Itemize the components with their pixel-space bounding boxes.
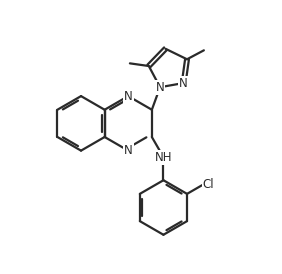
Text: Cl: Cl xyxy=(203,178,214,191)
Text: NH: NH xyxy=(155,151,172,164)
Text: N: N xyxy=(156,81,164,94)
Text: N: N xyxy=(124,144,133,157)
Text: N: N xyxy=(124,90,133,102)
Text: N: N xyxy=(179,76,188,90)
